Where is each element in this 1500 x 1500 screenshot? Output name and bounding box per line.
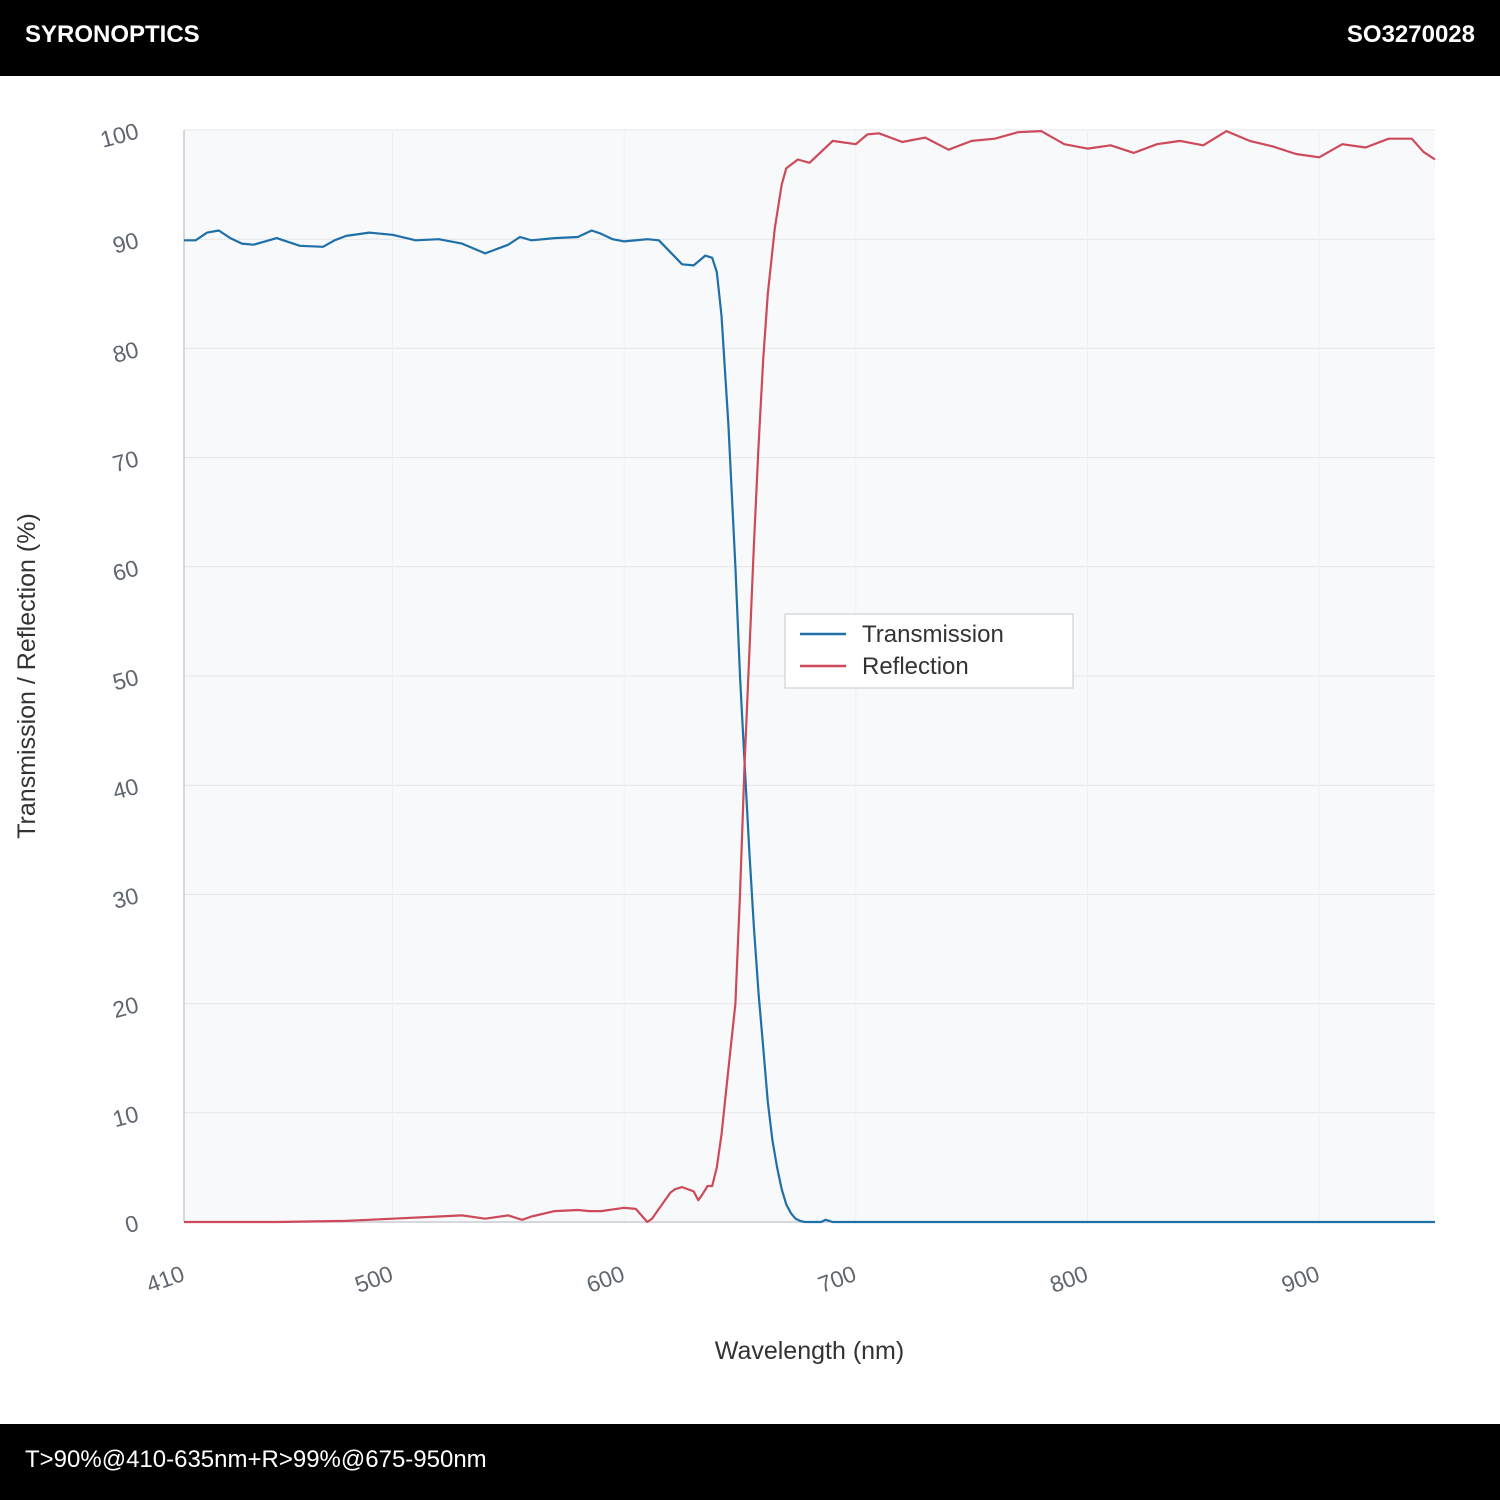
y-tick-label: 100 [97, 118, 141, 153]
legend: Transmission Reflection [784, 613, 1074, 689]
y-tick-label: 60 [110, 555, 141, 587]
series-line-reflection [184, 130, 1436, 1224]
x-tick-label: 410 [143, 1260, 188, 1298]
x-tick-label: 600 [583, 1260, 628, 1298]
spec-text: T>90%@410-635nm+R>99%@675-950nm [25, 1446, 487, 1473]
y-axis-title: Transmission / Reflection (%) [13, 513, 41, 839]
y-tick-label: 70 [110, 445, 141, 477]
x-axis-title: Wavelength (nm) [715, 1337, 904, 1365]
x-tick-label: 700 [815, 1260, 860, 1298]
x-tick-label: 800 [1046, 1260, 1091, 1298]
legend-label-transmission: Transmission [862, 621, 1004, 648]
legend-box [784, 613, 1074, 689]
header-bar: SYRONOPTICS SO3270028 [0, 0, 1500, 76]
series-line-transmission [184, 229, 1435, 1224]
series-lines [184, 130, 1436, 1224]
x-tick-label: 500 [351, 1260, 396, 1298]
y-tick-label: 20 [110, 991, 141, 1023]
y-tick-label: 10 [110, 1101, 141, 1133]
y-tick-label: 50 [110, 664, 141, 696]
y-tick-label: 30 [110, 882, 141, 914]
y-tick-label: 80 [110, 336, 141, 368]
spectrum-chart: 0 10 20 30 40 50 60 70 80 90 100 410 500 600 700 800 900… [13, 118, 1436, 1365]
y-tick-label: 40 [110, 773, 141, 805]
y-tick-label: 0 [122, 1210, 141, 1238]
part-number: SO3270028 [1346, 21, 1475, 48]
footer-bar [0, 1424, 1500, 1500]
brand-name: SYRONOPTICS [25, 21, 200, 48]
legend-label-reflection: Reflection [862, 653, 969, 680]
y-tick-label: 90 [110, 227, 141, 259]
x-tick-label: 900 [1278, 1260, 1323, 1298]
